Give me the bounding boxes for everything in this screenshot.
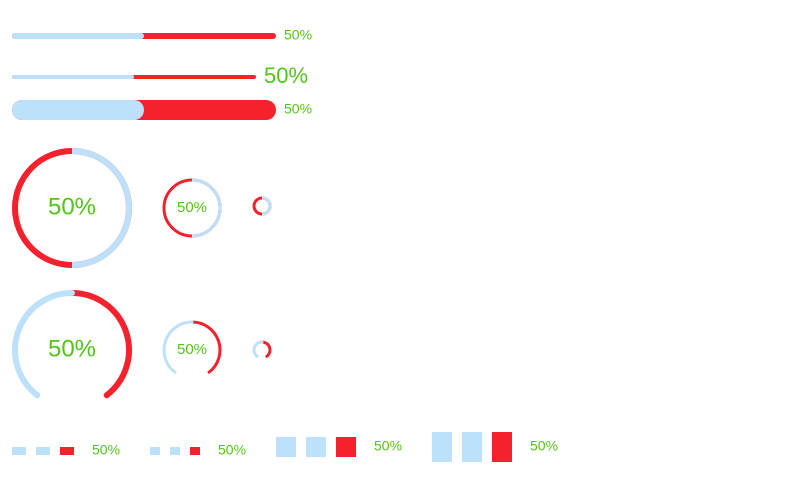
progress-arc [162,320,194,374]
progress-label: 50% [374,438,402,454]
step-done [276,437,296,457]
progress-bar [12,33,144,39]
step-todo [492,432,512,462]
progress-arc [12,290,75,399]
progress-arc [191,178,222,238]
progress-trail [260,340,272,358]
step-done [150,447,160,455]
step-done [462,432,482,462]
progress-label: 50% [284,27,312,43]
step-done [306,437,326,457]
step-todo [336,437,356,457]
progress-label: 50% [284,101,312,117]
progress-trail [190,320,222,374]
progress-trail [69,290,132,399]
progress-arc [261,196,272,216]
step-todo [190,447,200,455]
progress-label: 50% [218,442,246,458]
step-done [432,432,452,462]
progress-label: 50% [530,438,558,454]
step-done [12,447,26,455]
progress-label: 50% [177,341,207,358]
progress-bar [12,75,134,79]
progress-arc [252,340,264,358]
step-todo [60,447,74,455]
progress-label: 50% [48,193,96,220]
progress-arc [71,148,132,268]
progress-label: 50% [177,199,207,216]
progress-bar [12,100,144,120]
progress-label: 50% [92,442,120,458]
step-done [36,447,50,455]
progress-label: 50% [264,63,308,88]
step-done [170,447,180,455]
progress-label: 50% [48,335,96,362]
